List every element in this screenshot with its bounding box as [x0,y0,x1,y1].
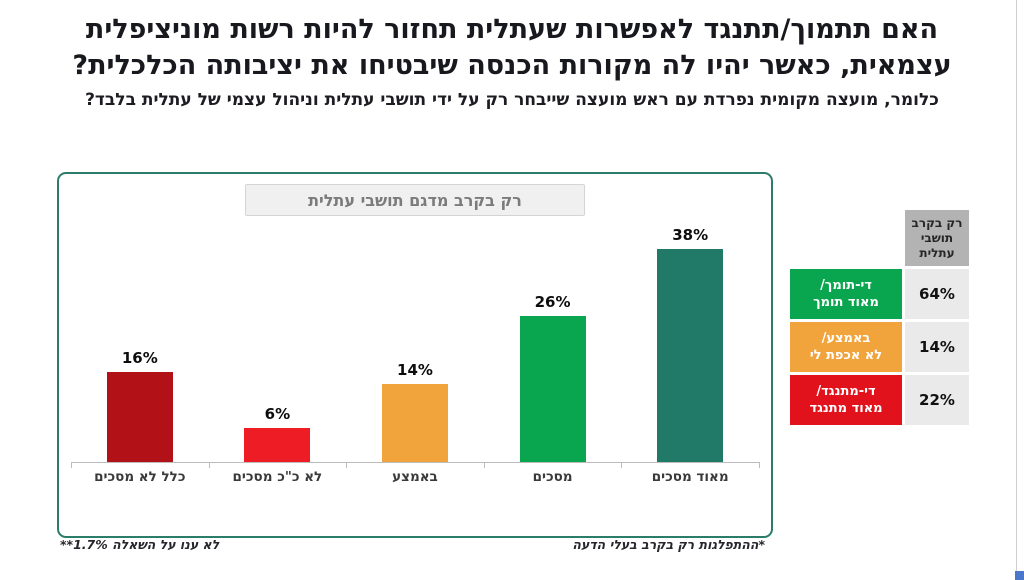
bar-column: 16% [71,349,209,462]
bar-column: 6% [209,405,347,462]
corner-decoration [1015,571,1024,580]
category-label: מסכים [532,469,573,485]
question-title-line-1: האם תתמוך/תתנגד לאפשרות שעתלית תחזור להי… [85,14,939,45]
summary-empty-cell [790,210,902,266]
bar-value-label: 6% [264,405,291,424]
category-label: באמצע [392,469,438,485]
question-title-line-2: עצמאית, כאשר יהיו לה מקורות הכנסה שיבטיח… [72,50,952,81]
summary-row-support-label: די-תומך/ מאוד תומך [790,269,902,319]
category-label: לא כ"כ מסכים [232,469,323,485]
bar [244,428,311,462]
axis-tick [208,462,210,468]
x-axis-ticks [71,462,760,468]
summary-row-support-value: 64% [905,269,969,319]
chart-title: רק בקרב מדגם תושבי עתלית [245,184,585,216]
bar-chart: 16% 6% 14% 26% 38% כלל לא מסכים לא כ"כ מסכים ב… [71,222,760,522]
window-edge-line [1016,0,1017,580]
footnote-no-answer: **1.7% לא ענו על השאלה [60,537,220,552]
summary-table: רק בקרב תושבי עתלית די-תומך/ מאוד תומך 6… [790,210,969,425]
bar [657,249,724,462]
bars-row: 16% 6% 14% 26% 38% [71,222,759,462]
summary-row-oppose-value: 22% [905,375,969,425]
bar [519,316,586,462]
chart-panel: רק בקרב מדגם תושבי עתלית 16% 6% 14% 26% 38% … [57,172,773,538]
summary-row-neutral-value: 14% [905,322,969,372]
category-labels-row: כלל לא מסכים לא כ"כ מסכים באמצע מסכים מאוד מ… [71,469,759,485]
summary-header: רק בקרב תושבי עתלית [905,210,969,266]
bar-value-label: 16% [121,349,158,368]
axis-tick [71,462,72,468]
question-header: האם תתמוך/תתנגד לאפשרות שעתלית תחזור להי… [0,12,1024,110]
summary-row-neutral-label: באמצע/ לא אכפת לי [790,322,902,372]
bar-value-label: 14% [397,360,433,379]
bar-column: 14% [346,361,484,462]
axis-tick [346,462,348,468]
category-label: מאוד מסכים [651,469,729,485]
summary-row-oppose-label: די-מתנגד/ מאוד מתנגד [790,375,902,425]
question-subtitle: כלומר, מועצה מקומית נפרדת עם ראש מועצה ש… [85,90,939,110]
bar [381,383,448,462]
axis-tick [621,462,623,468]
bar-column: 26% [484,293,622,462]
axis-tick [483,462,485,468]
category-label: כלל לא מסכים [94,469,186,485]
bar-value-label: 38% [672,226,709,245]
bar-value-label: 26% [534,293,571,312]
footnote-distribution: *ההתפלגות רק בקרב בעלי הדעה [572,537,765,552]
axis-tick [759,462,760,468]
bar [106,372,173,462]
bar-column: 38% [621,226,759,462]
x-axis-line [71,462,759,463]
